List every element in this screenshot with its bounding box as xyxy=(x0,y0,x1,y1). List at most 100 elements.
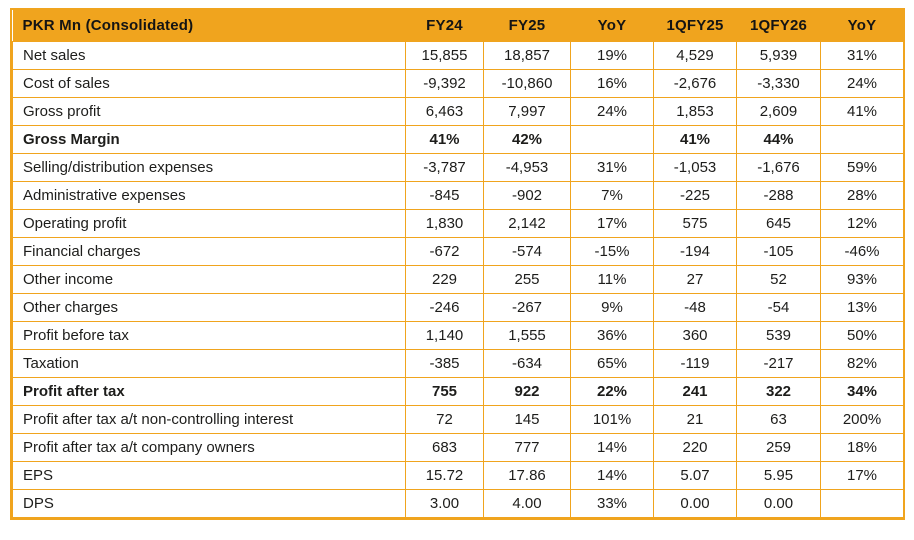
cell-value: 22% xyxy=(570,376,654,406)
cell-value: 21 xyxy=(653,404,737,434)
table-row: Profit before tax 1,140 1,555 36% 360 539 50% xyxy=(12,320,904,350)
cell-value: 229 xyxy=(405,264,484,294)
table-row: Profit after tax a/t company owners 683 77… xyxy=(12,432,904,462)
header-row: PKR Mn (Consolidated) FY24 FY25 YoY 1QFY… xyxy=(12,10,904,41)
cell-value: 24% xyxy=(820,68,904,98)
row-label: Operating profit xyxy=(12,208,406,238)
cell-value: 2,142 xyxy=(483,208,571,238)
row-label: EPS xyxy=(12,460,406,490)
cell-value: -9,392 xyxy=(405,68,484,98)
cell-value: 1,830 xyxy=(405,208,484,238)
cell-value: -3,787 xyxy=(405,152,484,182)
cell-value: 683 xyxy=(405,432,484,462)
row-label: Administrative expenses xyxy=(12,180,406,210)
row-label: Gross profit xyxy=(12,96,406,126)
cell-value: -54 xyxy=(736,292,821,322)
cell-value: -574 xyxy=(483,236,571,266)
column-header-1qfy25: 1QFY25 xyxy=(653,10,737,41)
row-label: Profit after tax xyxy=(12,376,406,406)
row-label: Net sales xyxy=(12,40,406,70)
cell-value: 36% xyxy=(570,320,654,350)
table-row: EPS 15.72 17.86 14% 5.07 5.95 17% xyxy=(12,460,904,490)
cell-value: -194 xyxy=(653,236,737,266)
table-row: Cost of sales -9,392 -10,860 16% -2,676 -3,33… xyxy=(12,68,904,98)
cell-value: -288 xyxy=(736,180,821,210)
cell-value: -48 xyxy=(653,292,737,322)
cell-value: 0.00 xyxy=(653,488,737,518)
cell-value: 6,463 xyxy=(405,96,484,126)
cell-value: -217 xyxy=(736,348,821,378)
cell-value: 15,855 xyxy=(405,40,484,70)
cell-value: 27 xyxy=(653,264,737,294)
cell-value: 17.86 xyxy=(483,460,571,490)
cell-value: -1,053 xyxy=(653,152,737,182)
cell-value: 539 xyxy=(736,320,821,350)
table-row: Taxation -385 -634 65% -119 -217 82% xyxy=(12,348,904,378)
cell-value: 41% xyxy=(653,124,737,154)
cell-value: -4,953 xyxy=(483,152,571,182)
column-header-fy24: FY24 xyxy=(405,10,484,41)
row-label: Taxation xyxy=(12,348,406,378)
cell-value: -634 xyxy=(483,348,571,378)
row-label: Profit after tax a/t non-controlling int… xyxy=(12,404,406,434)
cell-value: 34% xyxy=(820,376,904,406)
row-label: Other income xyxy=(12,264,406,294)
table-row: Administrative expenses -845 -902 7% -225 -28… xyxy=(12,180,904,210)
row-label: Other charges xyxy=(12,292,406,322)
table-row: Net sales 15,855 18,857 19% 4,529 5,939 31% xyxy=(12,40,904,70)
cell-value: 11% xyxy=(570,264,654,294)
cell-value: 9% xyxy=(570,292,654,322)
cell-value: -672 xyxy=(405,236,484,266)
cell-value: 14% xyxy=(570,460,654,490)
cell-value: 4,529 xyxy=(653,40,737,70)
row-label: DPS xyxy=(12,488,406,518)
table-row: Profit after tax 755 922 22% 241 322 34% xyxy=(12,376,904,406)
cell-value: 44% xyxy=(736,124,821,154)
table-row: DPS 3.00 4.00 33% 0.00 0.00 xyxy=(12,488,904,518)
cell-value: -385 xyxy=(405,348,484,378)
cell-value: 5.07 xyxy=(653,460,737,490)
cell-value: 41% xyxy=(405,124,484,154)
cell-value: 52 xyxy=(736,264,821,294)
cell-value: 360 xyxy=(653,320,737,350)
row-label: Cost of sales xyxy=(12,68,406,98)
cell-value: -845 xyxy=(405,180,484,210)
cell-value: 7,997 xyxy=(483,96,571,126)
column-header-yoy-quarterly: YoY xyxy=(820,10,904,41)
cell-value: 7% xyxy=(570,180,654,210)
cell-value: 17% xyxy=(820,460,904,490)
row-label: Selling/distribution expenses xyxy=(12,152,406,182)
cell-value: 0.00 xyxy=(736,488,821,518)
cell-value: 3.00 xyxy=(405,488,484,518)
table-row: Gross profit 6,463 7,997 24% 1,853 2,609 41% xyxy=(12,96,904,126)
cell-value: 14% xyxy=(570,432,654,462)
column-header-1qfy26: 1QFY26 xyxy=(736,10,821,41)
cell-value: 15.72 xyxy=(405,460,484,490)
cell-value: -10,860 xyxy=(483,68,571,98)
cell-value: 1,853 xyxy=(653,96,737,126)
cell-value: 241 xyxy=(653,376,737,406)
cell-value: 16% xyxy=(570,68,654,98)
table-row: Financial charges -672 -574 -15% -194 -105 -46… xyxy=(12,236,904,266)
cell-value: 5.95 xyxy=(736,460,821,490)
cell-value: 220 xyxy=(653,432,737,462)
cell-value xyxy=(820,124,904,154)
cell-value: 322 xyxy=(736,376,821,406)
cell-value: -105 xyxy=(736,236,821,266)
cell-value: 5,939 xyxy=(736,40,821,70)
cell-value: 255 xyxy=(483,264,571,294)
cell-value: 42% xyxy=(483,124,571,154)
cell-value: 12% xyxy=(820,208,904,238)
cell-value: 63 xyxy=(736,404,821,434)
cell-value: 31% xyxy=(570,152,654,182)
row-label: Gross Margin xyxy=(12,124,406,154)
cell-value: -15% xyxy=(570,236,654,266)
cell-value: 17% xyxy=(570,208,654,238)
table-row: Operating profit 1,830 2,142 17% 575 645 12% xyxy=(12,208,904,238)
table-row: Profit after tax a/t non-controlling int… xyxy=(12,404,904,434)
financials-table-container: PKR Mn (Consolidated) FY24 FY25 YoY 1QFY… xyxy=(10,8,905,520)
column-header-yoy-annual: YoY xyxy=(570,10,654,41)
cell-value: -225 xyxy=(653,180,737,210)
column-header-title: PKR Mn (Consolidated) xyxy=(12,10,406,41)
row-label: Financial charges xyxy=(12,236,406,266)
